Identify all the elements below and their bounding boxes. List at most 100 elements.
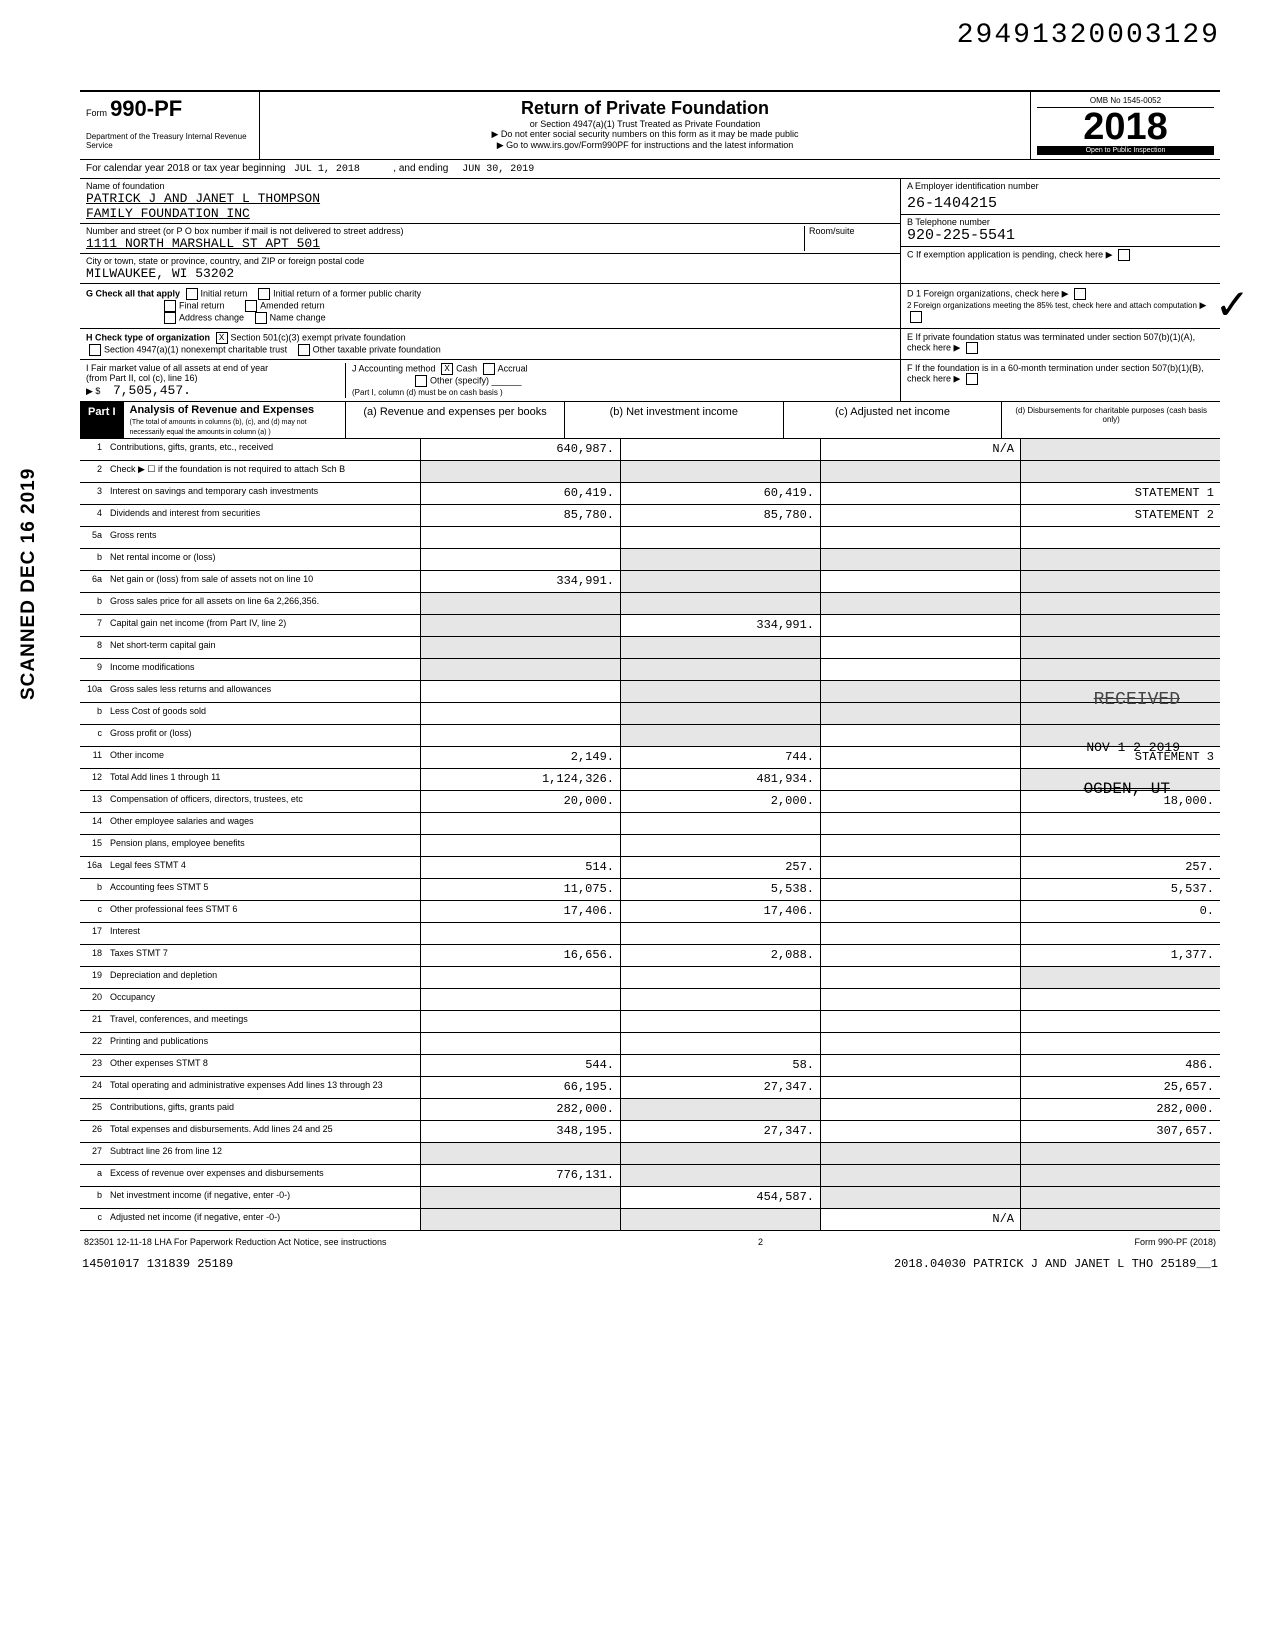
g-o4: Amended return xyxy=(260,300,325,310)
col-d xyxy=(1020,593,1220,614)
h-4947-checkbox[interactable] xyxy=(89,344,101,356)
street-address: 1111 NORTH MARSHALL ST APT 501 xyxy=(86,236,804,251)
col-a xyxy=(420,923,620,944)
c-checkbox[interactable] xyxy=(1118,249,1130,261)
name-label: Name of foundation xyxy=(86,181,894,191)
col-c xyxy=(820,1121,1020,1142)
row-label: Accounting fees STMT 5 xyxy=(106,879,420,900)
row-num: 2 xyxy=(80,461,106,482)
col-c xyxy=(820,1033,1020,1054)
row-num: 12 xyxy=(80,769,106,790)
e-checkbox[interactable] xyxy=(966,342,978,354)
col-d: 307,657. xyxy=(1020,1121,1220,1142)
col-b xyxy=(620,659,820,680)
d2-label: 2 Foreign organizations meeting the 85% … xyxy=(907,301,1197,310)
g-addr-checkbox[interactable] xyxy=(164,312,176,324)
col-b xyxy=(620,1165,820,1186)
g-o6: Name change xyxy=(270,312,326,322)
ein-label: A Employer identification number xyxy=(907,181,1214,191)
row-num: 24 xyxy=(80,1077,106,1098)
h-o3: Other taxable private foundation xyxy=(313,344,441,354)
table-row: 10aGross sales less returns and allowanc… xyxy=(80,681,1220,703)
table-row: bNet rental income or (loss) xyxy=(80,549,1220,571)
row-num: 3 xyxy=(80,483,106,504)
col-a: 66,195. xyxy=(420,1077,620,1098)
g-former-checkbox[interactable] xyxy=(258,288,270,300)
row-num: 6a xyxy=(80,571,106,592)
col-c xyxy=(820,1055,1020,1076)
period-row: For calendar year 2018 or tax year begin… xyxy=(80,160,1220,179)
col-c: N/A xyxy=(820,439,1020,460)
g-amended-checkbox[interactable] xyxy=(245,300,257,312)
ein-value: 26-1404215 xyxy=(907,191,1214,212)
d1-checkbox[interactable] xyxy=(1074,288,1086,300)
col-a xyxy=(420,527,620,548)
row-num: 15 xyxy=(80,835,106,856)
col-c xyxy=(820,1099,1020,1120)
col-c xyxy=(820,791,1020,812)
h-other-checkbox[interactable] xyxy=(298,344,310,356)
col-d xyxy=(1020,637,1220,658)
col-a xyxy=(420,461,620,482)
g-o5: Address change xyxy=(179,312,244,322)
g-initial-checkbox[interactable] xyxy=(186,288,198,300)
city-state-zip: MILWAUKEE, WI 53202 xyxy=(86,266,894,281)
col-c: N/A xyxy=(820,1209,1020,1230)
col-b: 58. xyxy=(620,1055,820,1076)
col-b xyxy=(620,1143,820,1164)
row-label: Gross rents xyxy=(106,527,420,548)
row-label: Printing and publications xyxy=(106,1033,420,1054)
col-c xyxy=(820,1077,1020,1098)
h-row: H Check type of organization XSection 50… xyxy=(80,329,1220,360)
table-row: 11Other income2,149.744.STATEMENT 3 xyxy=(80,747,1220,769)
col-a xyxy=(420,1143,620,1164)
period-label: For calendar year 2018 or tax year begin… xyxy=(86,163,286,174)
col-b xyxy=(620,1033,820,1054)
col-b xyxy=(620,813,820,834)
form-sub2: ▶ Do not enter social security numbers o… xyxy=(266,129,1024,140)
row-num: 16a xyxy=(80,857,106,878)
col-b: 85,780. xyxy=(620,505,820,526)
addr-label: Number and street (or P O box number if … xyxy=(86,226,804,236)
col-a: 348,195. xyxy=(420,1121,620,1142)
row-num: 4 xyxy=(80,505,106,526)
j-label: J Accounting method xyxy=(352,363,436,373)
table-row: 13Compensation of officers, directors, t… xyxy=(80,791,1220,813)
table-row: cGross profit or (loss) xyxy=(80,725,1220,747)
col-b: 454,587. xyxy=(620,1187,820,1208)
col-a xyxy=(420,1033,620,1054)
row-label: Other employee salaries and wages xyxy=(106,813,420,834)
row-label: Other expenses STMT 8 xyxy=(106,1055,420,1076)
j-other-checkbox[interactable] xyxy=(415,375,427,387)
col-c xyxy=(820,549,1020,570)
d2-checkbox[interactable] xyxy=(910,311,922,323)
table-row: bNet investment income (if negative, ent… xyxy=(80,1187,1220,1209)
col-a: 640,987. xyxy=(420,439,620,460)
row-num: c xyxy=(80,901,106,922)
col-c xyxy=(820,747,1020,768)
row-num: 23 xyxy=(80,1055,106,1076)
col-d: 282,000. xyxy=(1020,1099,1220,1120)
j-cash-checkbox[interactable]: X xyxy=(441,363,453,375)
row-label: Adjusted net income (if negative, enter … xyxy=(106,1209,420,1230)
f-checkbox[interactable] xyxy=(966,373,978,385)
row-label: Gross profit or (loss) xyxy=(106,725,420,746)
i-sub: (from Part II, col (c), line 16) xyxy=(86,373,198,383)
col-b: 27,347. xyxy=(620,1121,820,1142)
row-num: b xyxy=(80,1187,106,1208)
table-row: 1Contributions, gifts, grants, etc., rec… xyxy=(80,439,1220,461)
inspection-label: Open to Public Inspection xyxy=(1037,146,1214,155)
col-d: 257. xyxy=(1020,857,1220,878)
j-accrual-checkbox[interactable] xyxy=(483,363,495,375)
col-d xyxy=(1020,571,1220,592)
col-a xyxy=(420,1209,620,1230)
col-c xyxy=(820,813,1020,834)
row-num: 9 xyxy=(80,659,106,680)
col-c xyxy=(820,681,1020,702)
g-name-checkbox[interactable] xyxy=(255,312,267,324)
h-501c3-checkbox[interactable]: X xyxy=(216,332,228,344)
table-row: 18Taxes STMT 716,656.2,088.1,377. xyxy=(80,945,1220,967)
g-final-checkbox[interactable] xyxy=(164,300,176,312)
dept-label: Department of the Treasury Internal Reve… xyxy=(86,132,253,150)
row-label: Depreciation and depletion xyxy=(106,967,420,988)
